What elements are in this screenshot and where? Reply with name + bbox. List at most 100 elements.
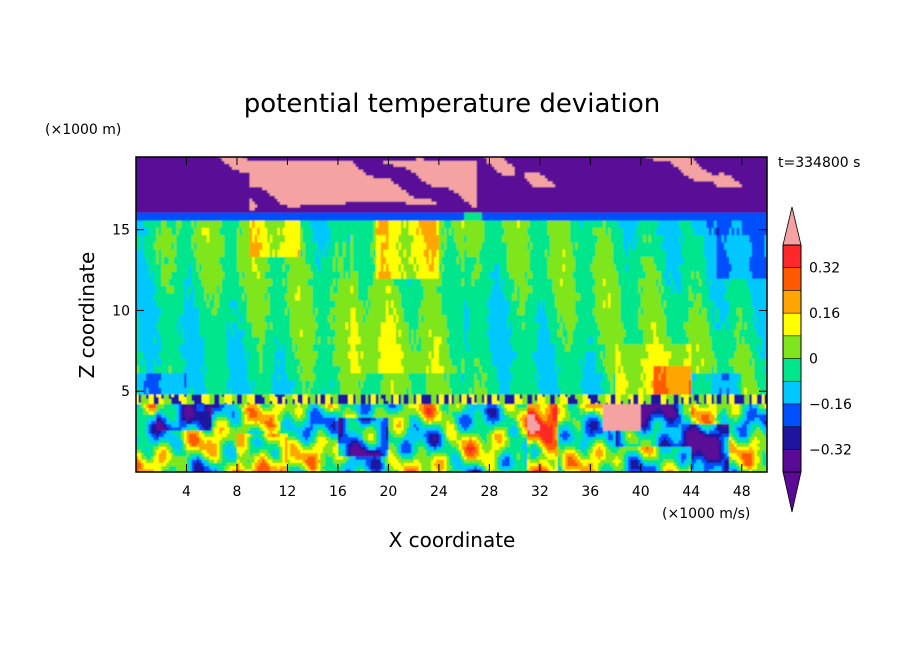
contour-cell	[421, 410, 425, 415]
contour-cell	[683, 430, 687, 434]
contour-cell	[554, 400, 561, 403]
contour-cell	[507, 407, 516, 412]
contour-cell	[310, 220, 329, 228]
contour-cell	[456, 256, 460, 265]
contour-cell	[524, 417, 528, 421]
contour-cell	[249, 436, 256, 441]
contour-cell	[219, 400, 225, 403]
contour-cell	[461, 449, 465, 454]
contour-cell	[236, 407, 243, 412]
contour-cell	[658, 465, 662, 470]
contour-cell	[501, 433, 506, 438]
contour-cell	[494, 420, 501, 425]
contour-cell	[494, 436, 503, 441]
contour-cell	[320, 249, 324, 257]
contour-cell	[267, 189, 407, 193]
contour-cell	[587, 336, 594, 345]
contour-cell	[660, 449, 672, 454]
contour-cell	[196, 423, 203, 428]
contour-cell	[701, 278, 708, 287]
contour-cell	[254, 206, 767, 211]
contour-cell	[136, 186, 263, 191]
contour-cell	[342, 465, 357, 470]
contour-cell	[297, 400, 304, 403]
contour-cell	[726, 278, 730, 287]
contour-cell	[688, 285, 692, 294]
contour-cell	[272, 379, 296, 388]
contour-cell	[297, 413, 301, 418]
contour-cell	[466, 234, 485, 243]
contour-cell	[176, 468, 188, 472]
contour-cell	[358, 278, 374, 287]
contour-cell	[575, 417, 584, 421]
contour-cell	[479, 446, 483, 450]
contour-cell	[234, 442, 238, 447]
contour-cell	[613, 256, 642, 265]
contour-cell	[527, 396, 533, 399]
contour-cell	[401, 452, 412, 457]
contour-cell	[544, 299, 556, 308]
contour-cell	[489, 413, 498, 418]
contour-cell	[375, 256, 382, 265]
contour-cell	[721, 400, 728, 403]
contour-cell	[476, 160, 488, 164]
contour-cell	[724, 436, 730, 441]
contour-cell	[504, 410, 521, 415]
contour-cell	[554, 396, 561, 399]
contour-cell	[577, 241, 596, 250]
contour-cell	[224, 396, 233, 399]
contour-cell	[282, 398, 286, 401]
contour-cell	[673, 278, 682, 287]
contour-cell	[257, 404, 261, 408]
contour-cell	[509, 459, 516, 463]
contour-cell	[489, 336, 511, 345]
contour-cell	[428, 256, 432, 265]
contour-cell	[494, 449, 503, 454]
contour-cell	[282, 417, 286, 421]
contour-cell	[729, 321, 738, 330]
contour-cell	[148, 417, 157, 421]
contour-cell	[635, 241, 662, 250]
contour-cell	[668, 402, 675, 405]
contour-cell	[597, 455, 602, 460]
contour-cell	[650, 439, 657, 444]
contour-cell	[522, 400, 528, 403]
contour-cell	[244, 343, 258, 352]
contour-cell	[340, 462, 347, 467]
contour-cell	[734, 436, 740, 441]
contour-cell	[565, 410, 571, 415]
contour-cell	[597, 398, 607, 401]
contour-cell	[620, 446, 639, 450]
contour-cell	[469, 413, 475, 418]
contour-cell	[729, 372, 740, 381]
contour-cell	[161, 278, 170, 287]
contour-cell	[279, 455, 283, 460]
contour-cell	[469, 387, 473, 396]
contour-cell	[580, 292, 596, 301]
contour-cell	[312, 307, 316, 316]
contour-cell	[158, 256, 162, 265]
contour-cell	[567, 398, 579, 401]
contour-cell	[229, 426, 236, 431]
contour-cell	[605, 449, 612, 454]
contour-cell	[643, 452, 649, 457]
contour-cell	[539, 321, 549, 330]
contour-cell	[474, 446, 478, 450]
contour-cell	[638, 439, 642, 444]
contour-cell	[289, 321, 319, 330]
contour-cell	[264, 400, 271, 403]
contour-cell	[476, 394, 483, 397]
contour-cell	[146, 387, 150, 396]
contour-cell	[279, 227, 283, 236]
contour-cell	[625, 462, 629, 467]
contour-cell	[560, 426, 571, 431]
contour-cell	[183, 407, 195, 412]
contour-cell	[527, 420, 538, 425]
contour-cell	[496, 413, 501, 418]
contour-cell	[691, 398, 695, 401]
contour-cell	[711, 365, 715, 374]
contour-cell	[264, 396, 271, 399]
contour-cell	[186, 452, 190, 457]
contour-cell	[211, 410, 215, 415]
contour-cell	[236, 455, 256, 460]
